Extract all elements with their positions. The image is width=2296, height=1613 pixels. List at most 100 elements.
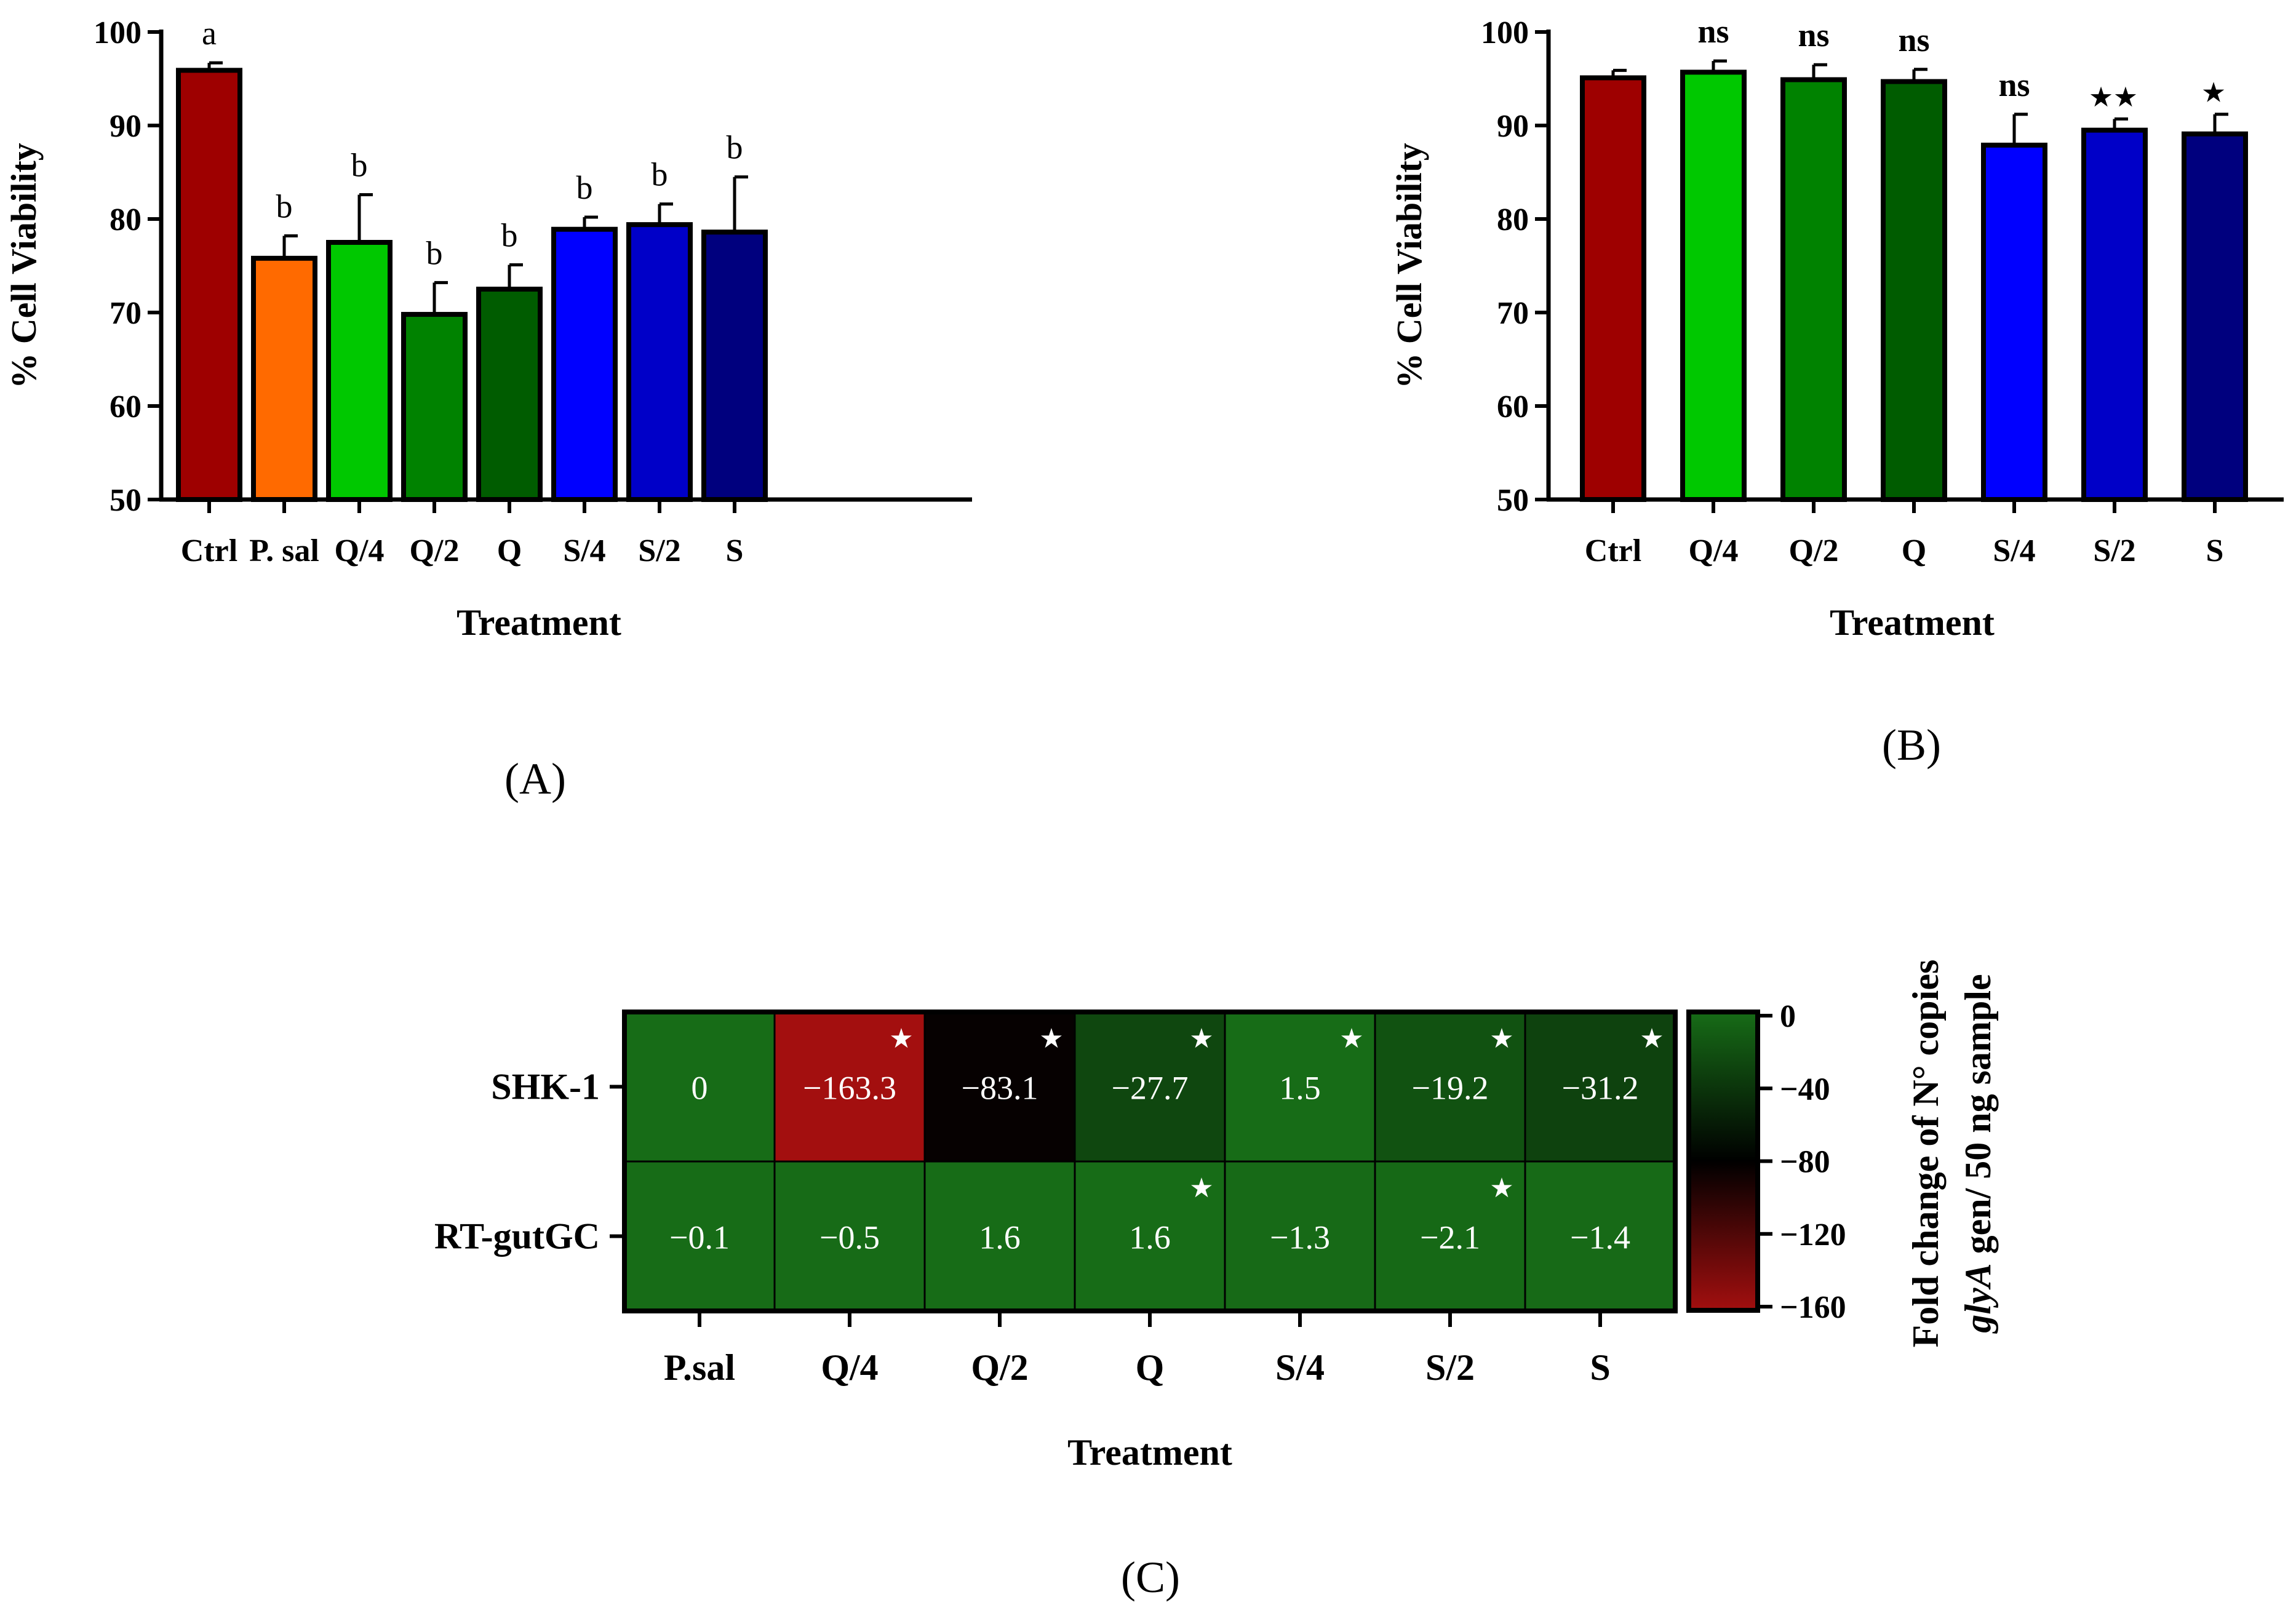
colorbar-tick-label: 0 — [1780, 999, 1796, 1034]
col-label: Q/2 — [971, 1347, 1028, 1388]
x-tick-label: Q/4 — [1689, 533, 1739, 568]
bar-s — [2182, 131, 2248, 502]
row-label: SHK-1 — [491, 1067, 600, 1107]
heatmap-cell — [623, 1160, 776, 1312]
significance-label: ns — [1798, 17, 1829, 54]
x-axis-title: Treatment — [1830, 602, 1995, 643]
y-tick-label: 80 — [110, 202, 142, 237]
significance-star: ★ — [1640, 1024, 1664, 1054]
heatmap-cell — [1224, 1160, 1376, 1312]
y-tick-label: 60 — [1497, 389, 1529, 424]
significance-star: ★ — [1489, 1173, 1513, 1203]
col-label: Q/4 — [821, 1347, 878, 1388]
y-tick-label: 100 — [94, 15, 142, 50]
significance-label: b — [276, 188, 293, 225]
col-label: Q — [1136, 1347, 1165, 1388]
significance-label: ns — [1998, 66, 2030, 103]
x-tick-label: S — [2206, 533, 2224, 568]
x-tick-label: Ctrl — [1585, 533, 1641, 568]
colorbar — [1686, 1010, 1760, 1313]
colorbar-tick-label: −80 — [1780, 1145, 1830, 1180]
bar-ctrl — [1580, 75, 1646, 503]
y-tick-label: 90 — [110, 109, 142, 144]
heatmap-cell — [773, 1160, 926, 1312]
y-tick-label: 90 — [1497, 109, 1529, 144]
heatmap-cell — [1374, 1160, 1526, 1312]
y-tick-label: 70 — [1497, 296, 1529, 331]
significance-star: ★ — [1489, 1024, 1513, 1054]
cell-value: −1.4 — [1570, 1219, 1630, 1256]
x-tick-label: Q/2 — [410, 533, 460, 568]
panel-label: (C) — [1121, 1553, 1180, 1602]
x-tick-label: Q/2 — [1789, 533, 1839, 568]
significance-star: ★ — [1039, 1024, 1063, 1054]
significance-label: b — [501, 217, 518, 253]
cell-value: −31.2 — [1562, 1070, 1639, 1107]
bar-q-2 — [401, 312, 468, 502]
bar-s — [701, 229, 768, 502]
col-label: S/2 — [1425, 1347, 1475, 1388]
bar-q — [1881, 79, 1947, 502]
cell-value: −0.1 — [669, 1219, 730, 1256]
bar-s-2 — [2081, 127, 2148, 503]
x-tick-label: S/4 — [563, 533, 605, 568]
x-axis-title: Treatment — [1067, 1432, 1232, 1473]
cell-value: −83.1 — [962, 1070, 1038, 1107]
x-tick-label: Q/4 — [335, 533, 385, 568]
x-tick-label: P. sal — [249, 533, 319, 568]
y-axis-title: % Cell Viability — [1389, 143, 1429, 389]
cell-value: −1.3 — [1270, 1219, 1330, 1256]
col-label: S — [1590, 1347, 1610, 1388]
cell-value: 1.6 — [979, 1219, 1021, 1256]
panel-a-bar-chart: 50 60 70 80 90 100 Ctrl a P. sal b Q/4 b Q/2 b Qb S/4 b S… — [4, 15, 972, 803]
colorbar-title-line2: glyA gen/ 50 ng sample — [1958, 974, 1998, 1334]
row-label: RT-gutGC — [434, 1216, 600, 1257]
significance-label: b — [727, 129, 743, 166]
heatmap-cell — [1074, 1011, 1226, 1163]
x-tick-label: S/4 — [1993, 533, 2035, 568]
bar-s-4 — [1981, 142, 2047, 503]
colorbar-title-line1: Fold change of N° copies — [1905, 960, 1946, 1348]
y-tick-label: 60 — [110, 389, 142, 424]
y-tick-label: 50 — [110, 483, 142, 518]
bar-ctrl — [176, 68, 242, 502]
heatmap-cell — [1224, 1011, 1376, 1163]
bar-s-4 — [551, 226, 618, 502]
heatmap-cell — [1374, 1011, 1526, 1163]
colorbar-tick-label: −40 — [1780, 1072, 1830, 1107]
x-tick-label: S — [726, 533, 744, 568]
cell-value: 1.5 — [1279, 1070, 1321, 1107]
col-label: P.sal — [664, 1347, 735, 1388]
significance-label: b — [426, 234, 443, 271]
significance-star: ★ — [1189, 1024, 1213, 1054]
panel-c-heatmap: 0 −163.3★−83.1★−27.7★1.5★−19.2★−31.2★SHK-… — [434, 960, 1998, 1602]
significance-star: ★ — [1189, 1173, 1213, 1203]
x-tick-label: S/2 — [638, 533, 680, 568]
heatmap-cell — [923, 1011, 1076, 1163]
cell-value: 1.6 — [1129, 1219, 1171, 1256]
bar-q-4 — [1680, 70, 1747, 503]
x-tick-label: Ctrl — [181, 533, 237, 568]
x-tick-label: Q — [1902, 533, 1926, 568]
bar-q-2 — [1780, 77, 1847, 502]
cell-value: −19.2 — [1412, 1070, 1489, 1107]
significance-label: b — [576, 169, 593, 206]
col-label: S/4 — [1275, 1347, 1325, 1388]
significance-star: ★ — [1339, 1024, 1363, 1054]
heatmap-cell — [1524, 1011, 1676, 1163]
cell-value: −2.1 — [1420, 1219, 1480, 1256]
cell-value: −27.7 — [1112, 1070, 1189, 1107]
y-tick-label: 50 — [1497, 483, 1529, 518]
x-tick-label: Q — [497, 533, 522, 568]
colorbar-title-rest: gen/ 50 ng sample — [1958, 974, 1998, 1263]
y-tick-label: 100 — [1481, 15, 1529, 50]
colorbar-tick-label: −120 — [1780, 1217, 1846, 1253]
significance-label: ★ — [2202, 79, 2227, 106]
cell-value: −0.5 — [819, 1219, 880, 1256]
cell-value: −163.3 — [803, 1070, 896, 1107]
bar-s-2 — [626, 222, 693, 502]
gene-name: glyA — [1958, 1263, 1998, 1334]
bar-q-4 — [326, 240, 393, 502]
heatmap-cell — [773, 1011, 926, 1163]
